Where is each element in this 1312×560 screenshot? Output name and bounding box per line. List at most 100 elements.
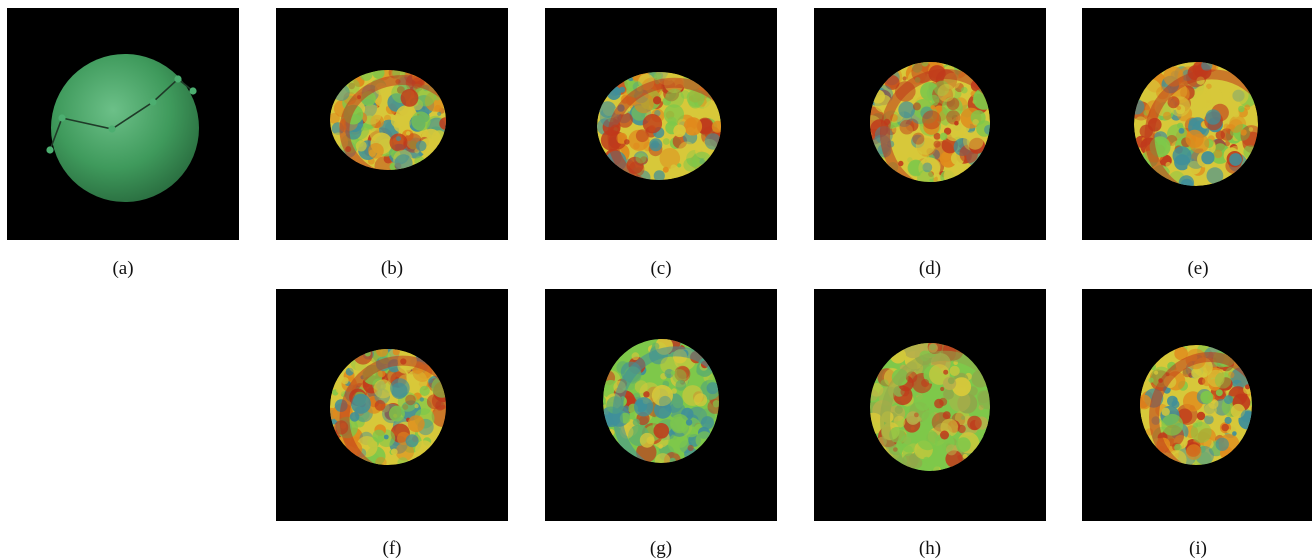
volume-render-e (1082, 8, 1312, 240)
path-node (58, 114, 66, 122)
texture-fleck (1167, 96, 1180, 109)
rim-shade (1144, 69, 1258, 186)
texture-fleck (900, 387, 910, 397)
texture-fleck (687, 444, 694, 452)
texture-fleck (917, 429, 939, 451)
panel-e (1082, 8, 1312, 240)
texture-fleck (1229, 85, 1249, 106)
texture-fleck (706, 382, 719, 395)
texture-fleck (374, 156, 395, 170)
texture-fleck (1174, 443, 1182, 452)
panel-d (814, 8, 1046, 240)
texture-fleck (1205, 87, 1223, 104)
texture-fleck (870, 412, 885, 435)
texture-fleck (643, 391, 650, 398)
texture-fleck (374, 400, 386, 411)
texture-fleck (978, 390, 990, 410)
texture-fleck (1172, 146, 1192, 166)
texture-fleck (1221, 423, 1229, 432)
texture-fleck (966, 132, 984, 150)
volume-render-c (545, 8, 777, 240)
texture-fleck (376, 349, 389, 357)
texture-fleck (1215, 130, 1225, 140)
texture-fleck (942, 411, 951, 420)
texture-fleck (1227, 371, 1235, 379)
texture-fleck (972, 119, 979, 126)
texture-fleck (654, 401, 672, 419)
texture-fleck (1195, 419, 1203, 427)
texture-fleck (912, 102, 921, 111)
texture-fleck (667, 116, 677, 126)
texture-fleck (678, 141, 696, 159)
texture-fleck (634, 397, 654, 417)
texture-fleck (902, 445, 913, 456)
texture-fleck (1238, 105, 1245, 113)
volume-render-d (814, 8, 1046, 240)
texture-fleck (913, 150, 923, 160)
texture-fleck (419, 385, 430, 396)
texture-fleck (1219, 368, 1224, 374)
texture-fleck (1161, 407, 1170, 416)
texture-fleck (1244, 104, 1251, 111)
texture-fleck (377, 369, 386, 378)
texture-fleck (672, 369, 687, 384)
texture-fleck (891, 127, 898, 133)
texture-fleck (933, 140, 941, 148)
texture-fleck (634, 380, 648, 394)
texture-fleck (1178, 127, 1185, 134)
texture-fleck (434, 104, 442, 113)
texture-fleck (1207, 369, 1225, 388)
texture-fleck (372, 429, 386, 443)
texture-fleck (670, 164, 677, 171)
texture-fleck (389, 133, 408, 152)
rim-shade (880, 69, 990, 182)
texture-fleck (880, 379, 889, 388)
texture-fleck (957, 393, 978, 414)
rim-shade (607, 77, 721, 180)
texture-fleck (653, 423, 670, 439)
caption-b: (b) (380, 258, 404, 279)
texture-fleck (392, 349, 400, 356)
texture-fleck (898, 101, 916, 119)
texture-fleck (670, 370, 676, 375)
texture-fleck (1215, 437, 1229, 451)
path-node (108, 125, 116, 133)
panel-g (545, 289, 777, 521)
texture-fleck (658, 444, 663, 449)
texture-fleck (1162, 111, 1172, 121)
texture-fleck (929, 343, 936, 351)
texture-fleck (390, 378, 410, 398)
texture-fleck (642, 114, 663, 134)
texture-fleck (648, 370, 655, 378)
texture-fleck (683, 117, 703, 136)
texture-fleck (946, 110, 961, 125)
texture-fleck (659, 148, 681, 169)
volume-render-b (276, 8, 508, 240)
texture-fleck (642, 339, 654, 347)
texture-fleck (900, 124, 913, 137)
texture-fleck (934, 398, 944, 409)
texture-fleck (407, 415, 425, 433)
texture-fleck (673, 124, 686, 138)
texture-fleck (632, 418, 640, 426)
texture-fleck (1223, 123, 1230, 130)
texture-fleck (1205, 109, 1221, 125)
texture-fleck (431, 376, 446, 398)
texture-fleck (675, 380, 687, 391)
texture-fleck (1201, 151, 1215, 165)
texture-fleck (1206, 167, 1224, 185)
texture-fleck (345, 367, 354, 376)
texture-fleck (1214, 372, 1232, 389)
texture-fleck (894, 405, 903, 414)
panel-b (276, 8, 508, 240)
volume-render-h (814, 289, 1046, 521)
texture-fleck (1161, 413, 1184, 436)
volume-render-g (545, 289, 777, 521)
texture-fleck (635, 152, 647, 164)
panel-a (7, 8, 239, 240)
texture-fleck (1180, 178, 1194, 186)
path-node (46, 146, 54, 154)
texture-fleck (671, 416, 686, 432)
panel-i (1082, 289, 1312, 521)
texture-fleck (349, 412, 360, 422)
